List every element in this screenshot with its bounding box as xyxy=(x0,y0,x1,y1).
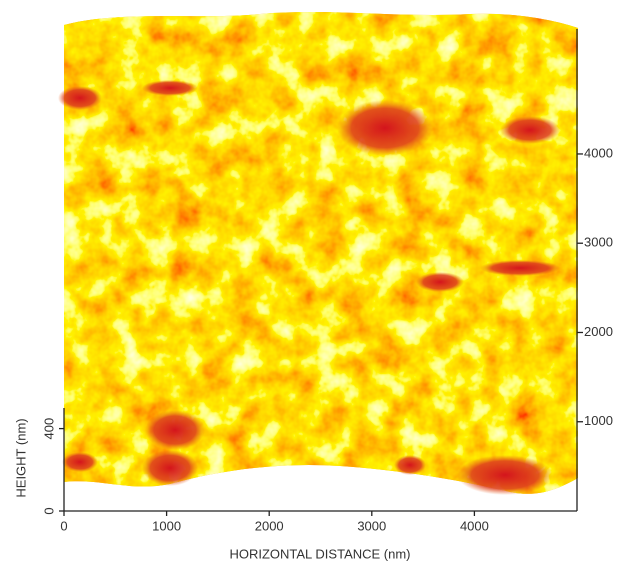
x-tick-label: 4000 xyxy=(460,518,489,533)
x-tick-label: 0 xyxy=(60,518,67,533)
y-tick-label: 4000 xyxy=(584,145,613,160)
x-tick-label: 2000 xyxy=(255,518,284,533)
y-tick-label: 1000 xyxy=(584,413,613,428)
y-tick-label: 2000 xyxy=(584,324,613,339)
y-tick-label: 3000 xyxy=(584,235,613,250)
x-tick-label: 3000 xyxy=(357,518,386,533)
z-tick-label: 0 xyxy=(41,507,56,514)
x-tick-label: 1000 xyxy=(152,518,181,533)
z-tick-label: 400 xyxy=(41,418,56,440)
surface xyxy=(58,12,578,495)
x-axis-label: HORIZONTAL DISTANCE (nm) xyxy=(229,546,410,561)
z-axis-label: HEIGHT (nm) xyxy=(13,418,28,497)
